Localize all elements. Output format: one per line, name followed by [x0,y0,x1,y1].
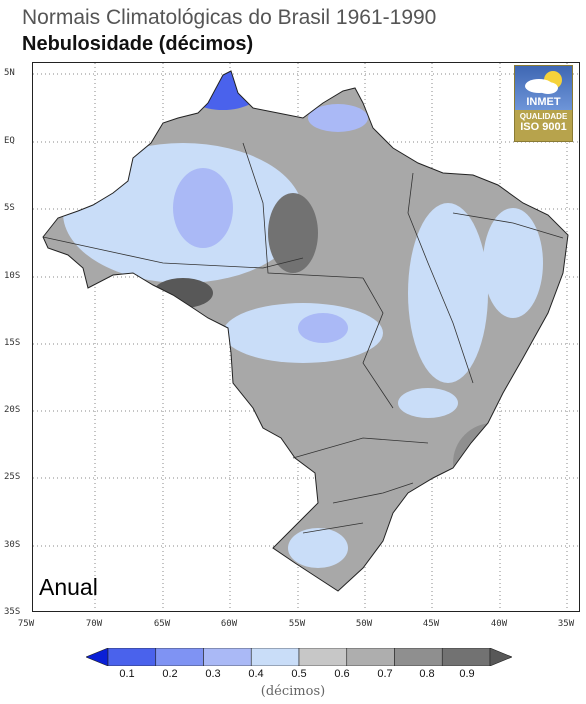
lon-label: 40W [490,619,508,629]
state-borders [42,142,564,534]
cloudiness-field [43,71,568,591]
colorbar-cell [86,648,109,666]
map-subtitle: Nebulosidade (décimos) [22,33,254,55]
colorbar-tick: 0.5 [291,668,307,680]
lon-label: 45W [422,619,440,629]
lat-label: 5S [4,203,15,213]
logo-name: INMET [526,96,561,108]
colorbar-tick: 0.9 [459,668,475,680]
lat-label: 30S [4,540,21,550]
colorbar-cell [394,648,443,666]
colorbar-tick: 0.2 [162,668,178,680]
colorbar-tick: 0.8 [419,668,435,680]
colorbar-cell [107,648,157,666]
brazil-border [42,70,569,592]
lat-label: 20S [4,405,21,415]
lat-label: 35S [4,607,21,617]
colorbar-cell [346,648,395,666]
colorbar-cell [489,648,512,666]
lon-label: 70W [85,619,103,629]
colorbar-cell [155,648,204,666]
lat-label: 25S [4,472,21,482]
colorbar-cell [203,648,252,666]
lat-label: 15S [4,338,21,348]
logo-iso: ISO 9001 [520,121,567,133]
lon-label: 35W [557,619,575,629]
map-panel: Anual INMET QUALIDADE ISO 9001 [32,62,580,612]
sun-cloud-icon: INMET [515,66,572,110]
season-label: Anual [39,574,98,600]
lat-label: 5N [4,68,15,78]
colorbar-tick: 0.1 [119,668,135,680]
lat-label: EQ [4,136,15,146]
lon-label: 60W [220,619,238,629]
map-title: Normais Climatológicas do Brasil 1961-19… [22,6,437,29]
brazil-map-svg [33,63,579,611]
logo-quality: QUALIDADE [519,112,568,121]
colorbar-tick: 0.7 [377,668,393,680]
lon-label: 65W [153,619,171,629]
colorbar-cell [441,648,491,666]
colorbar-tick: 0.6 [334,668,350,680]
colorbar-tick: 0.4 [248,668,264,680]
colorbar-tick: 0.3 [205,668,221,680]
colorbar-cell [250,648,300,666]
inmet-logo: INMET QUALIDADE ISO 9001 [514,65,573,142]
lon-label: 55W [288,619,306,629]
colorbar-unit: (décimos) [260,684,326,699]
lon-label: 75W [17,619,35,629]
colorbar [86,648,512,666]
colorbar-cell [298,648,348,666]
lat-label: 10S [4,271,21,281]
lon-label: 50W [355,619,373,629]
